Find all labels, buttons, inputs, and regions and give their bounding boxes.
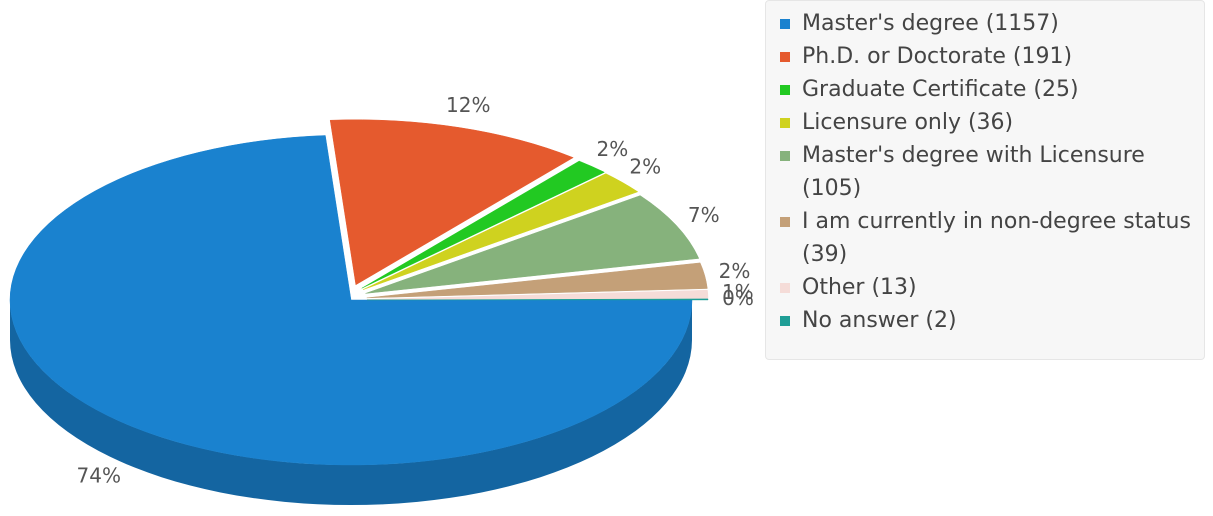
legend-item: Licensure only (36) xyxy=(780,106,1194,139)
slice xyxy=(366,289,709,300)
legend-label: Graduate Certificate (25) xyxy=(802,77,1079,102)
value-label: 1% xyxy=(722,280,754,304)
slice xyxy=(366,262,708,299)
chart: 74%12%2%2%7%2%1%0% xyxy=(9,93,754,505)
pie-sides xyxy=(10,300,692,505)
legend-swatch xyxy=(780,19,790,29)
legend-swatch xyxy=(780,316,790,326)
legend-item: Graduate Certificate (25) xyxy=(780,73,1194,106)
legend-item: Master's degree with Licensure (105) xyxy=(780,139,1194,205)
value-label: 7% xyxy=(688,203,720,227)
legend: Master's degree (1157) Ph.D. or Doctorate… xyxy=(765,0,1205,360)
slice xyxy=(9,135,693,466)
pie-tops xyxy=(9,119,709,466)
legend-item: I am currently in non-degree status (39) xyxy=(780,205,1194,271)
legend-swatch xyxy=(780,151,790,161)
slice xyxy=(366,298,709,301)
value-label: 74% xyxy=(77,464,121,488)
value-label: 2% xyxy=(719,259,751,283)
value-label: 2% xyxy=(629,155,661,179)
legend-label: Ph.D. or Doctorate (191) xyxy=(802,44,1073,69)
legend-label: Master's degree (1157) xyxy=(802,11,1059,36)
legend-swatch xyxy=(780,118,790,128)
legend-item: No answer (2) xyxy=(780,304,1194,337)
legend-swatch xyxy=(780,283,790,293)
legend-swatch xyxy=(780,52,790,62)
value-label: 2% xyxy=(596,137,628,161)
slice xyxy=(361,160,606,289)
legend-swatch xyxy=(780,217,790,227)
slice xyxy=(365,195,700,294)
legend-label: No answer (2) xyxy=(802,308,957,333)
slice xyxy=(363,173,639,290)
legend-item: Ph.D. or Doctorate (191) xyxy=(780,40,1194,73)
legend-label: Master's degree with Licensure (105) xyxy=(802,143,1145,201)
legend-swatch xyxy=(780,85,790,95)
legend-item: Master's degree (1157) xyxy=(780,7,1194,40)
legend-label: I am currently in non-degree status (39) xyxy=(802,209,1191,267)
legend-label: Other (13) xyxy=(802,275,917,300)
slice xyxy=(329,119,574,286)
value-label: 12% xyxy=(446,93,490,117)
legend-label: Licensure only (36) xyxy=(802,110,1014,135)
slice-side xyxy=(10,300,692,505)
value-label: 0% xyxy=(722,286,754,310)
legend-item: Other (13) xyxy=(780,271,1194,304)
